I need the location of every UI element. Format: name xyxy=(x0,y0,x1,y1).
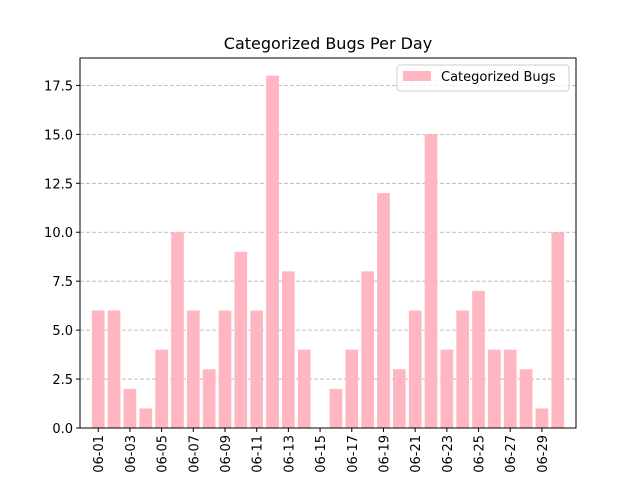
bar-06-09 xyxy=(218,310,232,428)
bar-06-26 xyxy=(488,349,501,428)
y-tick-label: 12.5 xyxy=(44,177,73,192)
bar-06-05 xyxy=(155,349,168,428)
x-tick-label: 06-17 xyxy=(346,435,361,473)
x-tick-label: 06-27 xyxy=(504,435,519,473)
bar-06-14 xyxy=(297,349,311,428)
y-tick-label: 2.5 xyxy=(52,373,73,388)
legend-box xyxy=(396,64,570,92)
bar-06-08 xyxy=(202,369,216,428)
grid-lines xyxy=(80,85,576,429)
x-tick-label: 06-07 xyxy=(187,435,202,473)
x-tick-label: 06-25 xyxy=(473,435,488,473)
y-tick-label: 5.0 xyxy=(52,324,73,339)
x-tick-label: 06-11 xyxy=(251,435,266,473)
legend: Categorized Bugs xyxy=(396,64,570,92)
bar-06-04 xyxy=(139,408,153,428)
x-tick-label: 06-23 xyxy=(441,435,456,473)
bar-06-25 xyxy=(472,290,485,428)
bar-06-12 xyxy=(266,75,279,428)
axes xyxy=(79,57,577,429)
x-tick-label: 06-01 xyxy=(92,435,107,473)
legend-label: Categorized Bugs xyxy=(441,70,556,85)
bar-06-18 xyxy=(361,271,374,428)
bar-06-30 xyxy=(551,232,565,428)
y-tick-label: 7.5 xyxy=(52,275,73,290)
x-tick-label: 06-19 xyxy=(377,435,392,473)
x-tick-label: 06-13 xyxy=(282,435,297,473)
bar-06-07 xyxy=(186,310,200,428)
bar-06-11 xyxy=(250,310,264,428)
x-axis-ticks: 06-01 06-03 06-05 06-07 06-09 06-11 06-13 06-15… xyxy=(92,428,551,473)
x-tick-label: 06-15 xyxy=(314,435,329,473)
bar-06-10 xyxy=(234,251,248,428)
bar-06-27 xyxy=(503,349,517,428)
bars xyxy=(91,75,565,428)
y-tick-label: 0.0 xyxy=(52,422,73,437)
bar-06-20 xyxy=(392,369,406,428)
chart-title: Categorized Bugs Per Day xyxy=(224,34,432,53)
bar-06-17 xyxy=(345,349,359,428)
bar-06-02 xyxy=(107,310,121,428)
bar-06-24 xyxy=(456,310,470,428)
bar-06-03 xyxy=(123,388,137,428)
x-tick-label: 06-05 xyxy=(156,435,171,473)
x-tick-label: 06-09 xyxy=(219,435,234,473)
bar-06-23 xyxy=(440,349,454,428)
x-tick-label: 06-29 xyxy=(536,435,551,473)
bar-06-21 xyxy=(408,310,422,428)
y-axis-ticks: 0.0 2.5 5.0 7.5 10.0 12.5 15.0 17.5 xyxy=(44,79,80,437)
bar-06-22 xyxy=(424,134,438,428)
x-tick-label: 06-03 xyxy=(124,435,139,473)
bar-06-28 xyxy=(519,369,533,428)
bar-06-01 xyxy=(91,310,105,428)
bar-06-19 xyxy=(377,193,390,428)
x-tick-label: 06-21 xyxy=(409,435,424,473)
bar-06-13 xyxy=(282,271,295,428)
legend-swatch xyxy=(403,71,431,81)
y-tick-label: 10.0 xyxy=(44,226,73,241)
y-tick-label: 17.5 xyxy=(44,79,73,94)
bar-06-16 xyxy=(329,388,343,428)
plot-frame xyxy=(79,57,577,429)
bar-06-29 xyxy=(535,408,549,428)
bar-06-06 xyxy=(171,232,184,428)
y-tick-label: 15.0 xyxy=(44,128,73,143)
